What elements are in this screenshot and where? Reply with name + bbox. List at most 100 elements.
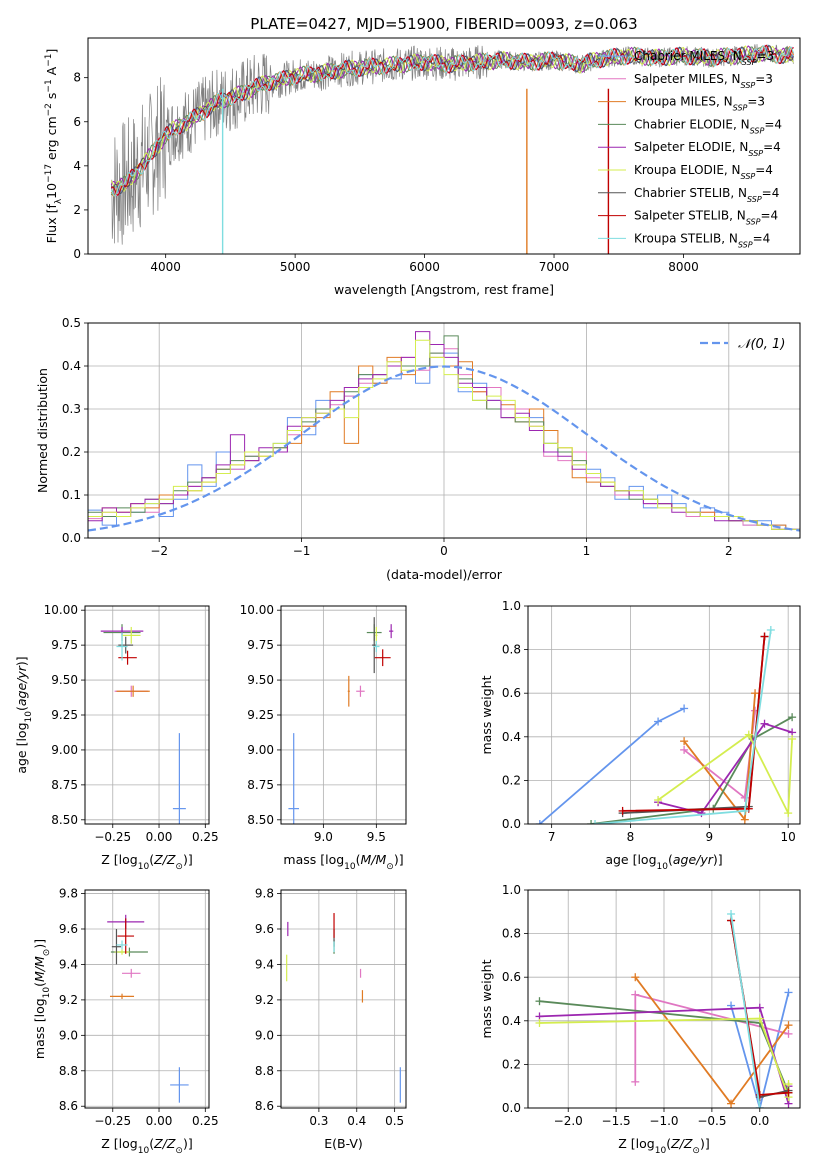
weight-series-line [539, 707, 685, 824]
y-axis-label-part: ⊙ [42, 949, 52, 957]
legend-label-value: =3 [747, 95, 765, 109]
spectrum-panel: 4000 5000 6000 7000 8000 0 2 4 6 8 wavelength [Ang… [44, 37, 801, 297]
error-bar-point [122, 968, 141, 978]
mass-weight-vs-Z-ytick-label: 0.2 [502, 1057, 521, 1071]
legend-label: Salpeter STELIB, NSSP=4 [634, 209, 778, 227]
y-axis-label-part: A [44, 66, 59, 79]
x-axis-label-part: age [log [605, 852, 656, 867]
age-vs-mass-plot-area [288, 617, 394, 824]
age-vs-mass-ytick-label: 10.00 [240, 603, 274, 617]
y-axis-label: mass weight [479, 675, 494, 754]
mass-weight-vs-age-ytick-label: 0.0 [502, 817, 521, 831]
legend-label-value: =4 [755, 163, 773, 177]
legend-label: Chabrier STELIB, NSSP=4 [634, 186, 779, 204]
axes-frame [87, 37, 801, 255]
mass-vs-Z-ytick-label: 9.8 [59, 887, 78, 901]
plus-marker [618, 806, 627, 815]
plus-marker [654, 796, 663, 805]
error-bar-point [118, 636, 134, 654]
spectrum-xtick-label: 4000 [150, 260, 181, 274]
axes-frame [280, 605, 407, 825]
y-axis-label-part: Flux [f [44, 204, 59, 244]
age-vs-mass-ytick-label: 9.00 [247, 743, 274, 757]
x-axis-label: (data-model)/error [386, 567, 503, 582]
error-bar-point [116, 685, 150, 697]
x-axis-label-part: ⊙ [175, 862, 183, 872]
error-bar-point [373, 640, 380, 653]
weight-series-line [590, 716, 793, 824]
age-vs-Z-xtick-label: 0.00 [146, 830, 173, 844]
x-axis-label-part: ⊙ [386, 862, 394, 872]
plus-marker [784, 1088, 793, 1097]
legend-label-sub: SSP [747, 194, 762, 203]
plus-marker [788, 734, 797, 743]
legend-label: Salpeter MILES, NSSP=3 [634, 72, 773, 90]
age-vs-mass-xtick-label: 9.5 [367, 830, 386, 844]
axes-frame [84, 889, 210, 1109]
x-axis-label-part: )] [183, 852, 193, 867]
y-axis-label-part: −1 [44, 54, 54, 67]
age-vs-mass-panel: 9.0 9.5 8.50 8.75 9.00 9.25 9.50 9.75 10.00 mass … [240, 603, 407, 872]
age-vs-mass-xtick-label: 9.0 [314, 830, 333, 844]
spectrum-ytick-label: 0 [73, 247, 81, 261]
y-axis-label-part: −1 [44, 79, 54, 92]
legend-label: Chabrier MILES, NSSP=3 [634, 49, 774, 67]
error-bar-point [109, 993, 135, 999]
x-axis-label-part: age/yr [673, 852, 714, 867]
legend-label: Salpeter ELODIE, NSSP=4 [634, 140, 781, 158]
x-axis-label: Z [log10(Z/Z⊙)] [618, 1136, 709, 1156]
x-axis-label-part: ⊙ [175, 1146, 183, 1156]
error-bar-point [288, 733, 300, 824]
y-axis-label-part: 10 [42, 987, 52, 999]
error-bar-point [372, 617, 377, 674]
x-axis-label-part: 10 [655, 1146, 667, 1156]
mass-vs-ebv-ytick-label: 8.8 [255, 1064, 274, 1078]
mass-vs-ebv-ytick-label: 9.4 [255, 957, 274, 971]
observed-spectrum-line [110, 44, 794, 245]
legend-label-text: Chabrier MILES, N [634, 49, 742, 63]
mass-vs-Z-ytick-label: 8.8 [59, 1064, 78, 1078]
mass-vs-Z-plot-area [107, 914, 189, 1103]
spectrum-ytick-label: 2 [73, 203, 81, 217]
y-axis-label-part: )] [14, 656, 29, 666]
mass-weight-vs-age-ytick-label: 0.6 [502, 686, 521, 700]
spectrum-xtick-label: 5000 [280, 260, 311, 274]
legend-label-text: Kroupa MILES, N [634, 95, 733, 109]
mass-vs-ebv-ytick-label: 8.6 [255, 1099, 274, 1113]
error-bar-point [116, 632, 128, 661]
x-axis-label-part: (data-model)/error [386, 567, 503, 582]
residuals-xtick-label: −2 [150, 544, 168, 558]
mass-vs-Z-ytick-label: 9.6 [59, 922, 78, 936]
plus-marker [760, 719, 769, 728]
y-axis-label: Normed distribution [35, 368, 50, 493]
spectrum-xtick-label: 8000 [668, 260, 699, 274]
error-bar-point [114, 949, 130, 955]
plus-marker [727, 909, 736, 918]
legend-label-value: =4 [764, 117, 782, 131]
age-vs-Z-ytick-label: 8.50 [51, 813, 78, 827]
legend-label-value: =4 [753, 231, 771, 245]
error-bar-point [356, 685, 365, 697]
y-axis-label-part: erg cm [44, 116, 59, 164]
y-axis-label-part: M/M [32, 956, 47, 982]
model-fit-chabrier-stelib [111, 44, 794, 195]
plus-marker [631, 973, 640, 982]
plus-marker [784, 1029, 793, 1038]
residuals-ytick-label: 0.1 [62, 488, 81, 502]
axes-frame [280, 889, 407, 1109]
spectrum-xtick-label: 6000 [409, 260, 440, 274]
spectrum-xtick-label: 7000 [539, 260, 570, 274]
y-axis-label: mass [log10(M/M⊙)] [32, 939, 52, 1059]
age-vs-Z-ytick-label: 10.00 [44, 603, 78, 617]
mass-weight-vs-age-xtick-label: 10 [781, 830, 796, 844]
plus-marker [680, 745, 689, 754]
model-fit-chabrier-elodie [110, 46, 794, 196]
legend-label: Kroupa MILES, NSSP=3 [634, 95, 765, 113]
y-axis-label: Flux [fλ10−17 erg cm−2 s−1 A−1] [44, 49, 64, 244]
x-axis-label-part: Z [log [101, 852, 137, 867]
x-axis-label-part: ( [668, 852, 673, 867]
error-bar-point [389, 624, 394, 639]
mass-weight-vs-age-xtick-label: 8 [627, 830, 635, 844]
residuals-ytick-label: 0.3 [62, 402, 81, 416]
